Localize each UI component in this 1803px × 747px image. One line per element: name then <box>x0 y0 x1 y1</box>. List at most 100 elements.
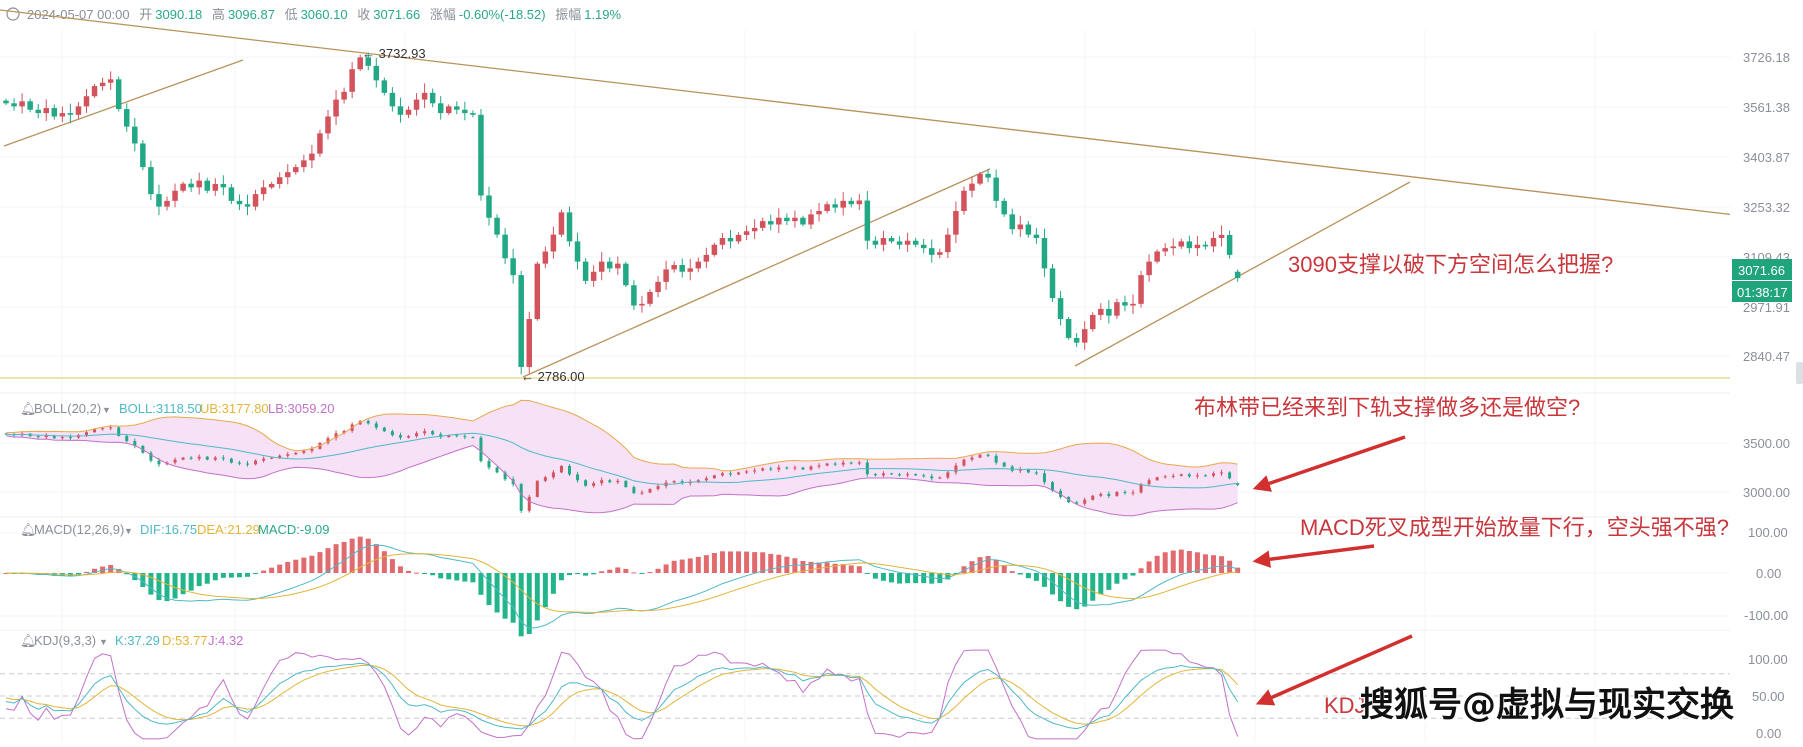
boll-name[interactable]: BOLL(20,2) <box>34 401 101 416</box>
macd-histogram-bar <box>502 573 508 619</box>
candle-body <box>454 106 460 110</box>
macd-histogram-bar <box>631 572 637 574</box>
annotation-kdj: KDJ <box>1324 693 1366 718</box>
candle-body <box>986 454 990 456</box>
candle-body <box>615 263 621 269</box>
dropdown-icon[interactable]: ▼ <box>124 526 133 536</box>
candle-body <box>1187 474 1191 477</box>
dropdown-icon[interactable]: ▼ <box>99 637 108 647</box>
boll-mid-value: BOLL:3118.50 <box>119 401 202 416</box>
candle-body <box>1179 474 1183 476</box>
last-price-value: 3071.66 <box>1738 263 1785 278</box>
candle-body <box>551 472 555 478</box>
trendlines[interactable] <box>0 9 1736 378</box>
boll-ub-value: UB:3177.80 <box>200 401 269 416</box>
header-low: 3060.10 <box>301 7 348 22</box>
candle-body <box>1210 238 1217 247</box>
candle-body <box>1049 268 1056 299</box>
candle-body <box>429 92 436 104</box>
candle-body <box>109 427 113 429</box>
candle-body <box>196 180 202 188</box>
annotation-macd: MACD死叉成型开始放量下行，空头强不强? <box>1300 515 1729 540</box>
macd-axis-tick: -100.00 <box>1744 608 1788 623</box>
side-panel-handle[interactable] <box>1796 362 1803 384</box>
candle-body <box>542 251 549 264</box>
macd-histogram-bar <box>880 573 886 581</box>
macd-histogram-bar <box>196 573 202 587</box>
candle-body <box>695 261 702 269</box>
candle-body <box>334 433 338 439</box>
boll-legend[interactable]: 🔔︎ BOLL(20,2) ▼ BOLL:3118.50 UB:3177.80 … <box>20 401 335 416</box>
candle-body <box>969 183 975 191</box>
candle-body <box>872 240 879 245</box>
candle-body <box>656 486 660 490</box>
rising-trendline-left[interactable] <box>3 59 244 147</box>
bell-icon[interactable]: 🔔︎ <box>20 633 37 648</box>
candle-body <box>906 474 910 476</box>
boll-axis-tick: 3500.00 <box>1743 436 1790 451</box>
candle-body <box>1026 469 1030 473</box>
macd-histogram-bar <box>800 560 806 573</box>
macd-histogram-bar <box>1186 550 1192 573</box>
macd-histogram-bar <box>309 555 315 573</box>
candle-body <box>1065 319 1072 338</box>
macd-histogram-bar <box>1017 573 1023 575</box>
bell-icon[interactable]: 🔔︎ <box>20 522 37 537</box>
macd-histogram-bar <box>261 570 267 573</box>
candle-body <box>455 435 459 437</box>
macd-histogram-bar <box>575 573 581 575</box>
macd-histogram-bar <box>591 573 597 575</box>
candle-body <box>204 180 210 191</box>
candle-body <box>381 80 388 93</box>
macd-histogram-bar <box>550 573 556 594</box>
dropdown-icon[interactable]: ▼ <box>102 405 111 415</box>
macd-histogram-bar <box>422 573 428 574</box>
candle-body <box>833 463 837 465</box>
kdj-name[interactable]: KDJ(9,3,3) <box>34 633 96 648</box>
boll-lb-value: LB:3059.20 <box>268 401 335 416</box>
candle-body <box>302 450 306 453</box>
candle-body <box>526 319 532 367</box>
macd-histogram-bar <box>1235 567 1241 573</box>
descending-resistance-line[interactable] <box>0 9 1736 216</box>
candle-body <box>1075 502 1079 504</box>
macd-name[interactable]: MACD(12,26,9) <box>34 522 124 537</box>
price-axis[interactable]: 3726.18 3561.38 3403.87 3253.32 3109.43 … <box>1730 0 1795 742</box>
candle-body <box>1115 492 1119 496</box>
low-mark: ← 2786.00 <box>521 369 585 384</box>
macd-histogram-bar <box>1130 573 1136 576</box>
macd-legend[interactable]: 🔔︎ MACD(12,26,9) ▼ DIF:16.75 DEA:21.29 M… <box>20 522 330 537</box>
macd-histogram-bar <box>164 573 170 602</box>
candle-body <box>3 100 9 104</box>
candle-body <box>817 465 821 467</box>
macd-histogram-bar <box>945 573 951 580</box>
macd-histogram-bar <box>558 573 564 581</box>
candle-body <box>929 248 935 255</box>
candle-body <box>470 113 476 115</box>
candle-body <box>881 473 885 476</box>
kdj-legend[interactable]: 🔔︎ KDJ(9,3,3) ▼ K:37.29 D:53.77 J:4.32 <box>20 633 243 648</box>
candle-body <box>953 210 959 235</box>
macd-histogram-bar <box>1058 573 1064 602</box>
rising-channel-line[interactable] <box>522 168 991 378</box>
candle-body <box>574 241 581 262</box>
macd-histogram-bar <box>365 538 371 573</box>
macd-histogram-bar <box>977 557 983 573</box>
candle-body <box>1131 492 1135 494</box>
macd-histogram-bar <box>1001 565 1007 573</box>
macd-histogram-bar <box>719 551 725 573</box>
macd-histogram-bar <box>728 551 733 573</box>
candle-body <box>487 461 491 468</box>
candle-body <box>180 183 186 191</box>
macd-histogram-bar <box>301 557 307 573</box>
macd-dif-line <box>5 544 1238 629</box>
macd-histogram-bar <box>172 573 178 599</box>
bell-icon[interactable]: 🔔︎ <box>20 401 37 416</box>
candle-body <box>727 238 734 242</box>
rising-support-line[interactable] <box>1074 181 1411 367</box>
watermark: 搜狐号@虚拟与现实交换 <box>1360 685 1734 725</box>
candle-body <box>735 234 742 242</box>
candle-body <box>213 457 217 460</box>
